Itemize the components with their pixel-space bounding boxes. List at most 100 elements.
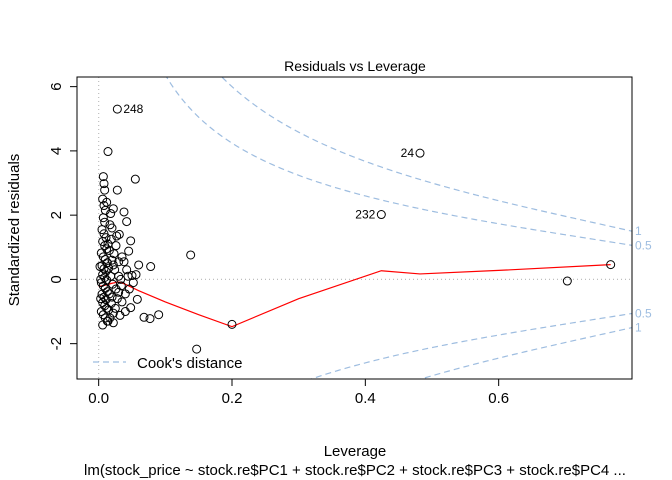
data-point-21 (186, 250, 196, 260)
data-point-5 (227, 319, 237, 329)
data-point-27 (126, 303, 136, 313)
point-label-232: 232 (355, 208, 375, 222)
cooks-distance-contour-lower-1 (418, 327, 632, 379)
data-point-17 (124, 246, 134, 256)
data-point-93 (112, 231, 122, 241)
data-point-8 (130, 174, 140, 184)
data-point-30 (145, 314, 155, 324)
point-label-248: 248 (123, 102, 143, 116)
data-point-95 (96, 274, 106, 284)
data-point-102 (112, 294, 122, 304)
data-point-87 (106, 299, 116, 308)
x-tick-label-2: 0.4 (355, 390, 376, 407)
x-axis-label: Leverage (324, 443, 387, 460)
data-point-104 (116, 281, 126, 291)
data-point-51 (98, 236, 108, 246)
y-tick-label-3: 4 (48, 147, 65, 155)
data-point-96 (95, 262, 105, 272)
cooks-contour-label-lower-1: 1 (635, 321, 642, 335)
data-point-16 (126, 236, 136, 246)
data-point-98 (103, 239, 113, 249)
data-point-2 (376, 210, 386, 220)
data-point-20 (146, 262, 156, 272)
data-point-62 (100, 272, 110, 282)
data-point-94 (114, 271, 124, 281)
data-point-85 (108, 279, 118, 289)
data-point-10 (119, 207, 129, 217)
data-point-11 (108, 204, 118, 214)
data-point-107 (124, 284, 134, 294)
data-point-88 (108, 308, 118, 318)
cooks-distance-contour-lower-0.5 (309, 312, 632, 379)
data-point-40 (98, 172, 108, 182)
data-point-3 (606, 260, 616, 270)
chart-title: Residuals vs Leverage (284, 58, 426, 74)
data-point-41 (99, 179, 109, 189)
y-axis-label: Standardized residuals (6, 154, 23, 307)
data-point-48 (97, 225, 107, 235)
data-point-22 (117, 252, 127, 262)
data-point-31 (154, 310, 164, 320)
x-tick-label-1: 0.2 (222, 390, 243, 407)
data-point-91 (111, 284, 121, 294)
data-point-4 (562, 276, 572, 286)
data-point-92 (109, 249, 119, 259)
data-point-100 (107, 292, 117, 302)
point-label-24: 24 (401, 146, 415, 160)
cooks-contour-label-upper-1: 1 (635, 224, 642, 238)
data-point-0 (112, 104, 122, 114)
data-point-81 (104, 245, 114, 255)
data-point-33 (108, 318, 118, 328)
data-point-109 (131, 270, 141, 280)
y-tick-label-1: 0 (48, 275, 65, 283)
data-point-9 (112, 185, 122, 195)
data-point-15 (114, 229, 124, 239)
data-point-43 (98, 194, 108, 204)
smoother-line (98, 264, 611, 328)
data-point-60 (101, 266, 111, 276)
data-point-37 (117, 297, 127, 307)
data-point-6 (192, 344, 202, 354)
data-point-78 (98, 320, 108, 330)
x-tick-label-3: 0.6 (488, 390, 509, 407)
data-point-23 (122, 265, 132, 275)
y-tick-label-0: -2 (48, 337, 65, 350)
data-point-29 (139, 312, 149, 322)
data-point-18 (119, 257, 129, 267)
data-point-1 (415, 148, 425, 158)
y-tick-label-2: 2 (48, 211, 65, 219)
legend: Cook's distance (93, 355, 242, 372)
data-point-44 (99, 201, 109, 211)
data-point-101 (108, 260, 118, 270)
data-point-86 (104, 289, 114, 299)
data-point-36 (114, 287, 124, 297)
data-point-103 (114, 257, 124, 267)
legend-cooks-label: Cook's distance (137, 355, 242, 372)
data-point-82 (107, 255, 117, 265)
y-tick-label-4: 6 (48, 82, 65, 90)
data-point-26 (132, 294, 142, 304)
data-point-13 (106, 209, 116, 219)
data-point-97 (96, 294, 106, 304)
x-tick-label-0: 0.0 (88, 390, 109, 407)
cooks-distance-contour-upper-1 (221, 77, 632, 232)
data-point-24 (127, 271, 137, 281)
data-point-32 (115, 310, 125, 320)
data-point-99 (104, 305, 114, 315)
cooks-distance-contour-upper-0.5 (165, 77, 632, 246)
cooks-contour-label-lower-0.5: 0.5 (635, 306, 652, 320)
data-point-42 (100, 185, 110, 195)
data-point-90 (110, 265, 120, 275)
data-point-7 (103, 147, 113, 157)
data-point-108 (128, 278, 138, 288)
data-point-19 (134, 260, 144, 270)
data-point-80 (106, 234, 116, 244)
data-point-46 (98, 213, 108, 223)
cooks-contour-label-upper-0.5: 0.5 (635, 238, 652, 252)
plot-frame (76, 76, 633, 380)
data-point-28 (120, 307, 130, 317)
data-point-79 (105, 220, 115, 230)
data-point-14 (122, 217, 132, 227)
model-caption: lm(stock_price ~ stock.re$PC1 + stock.re… (84, 462, 626, 479)
